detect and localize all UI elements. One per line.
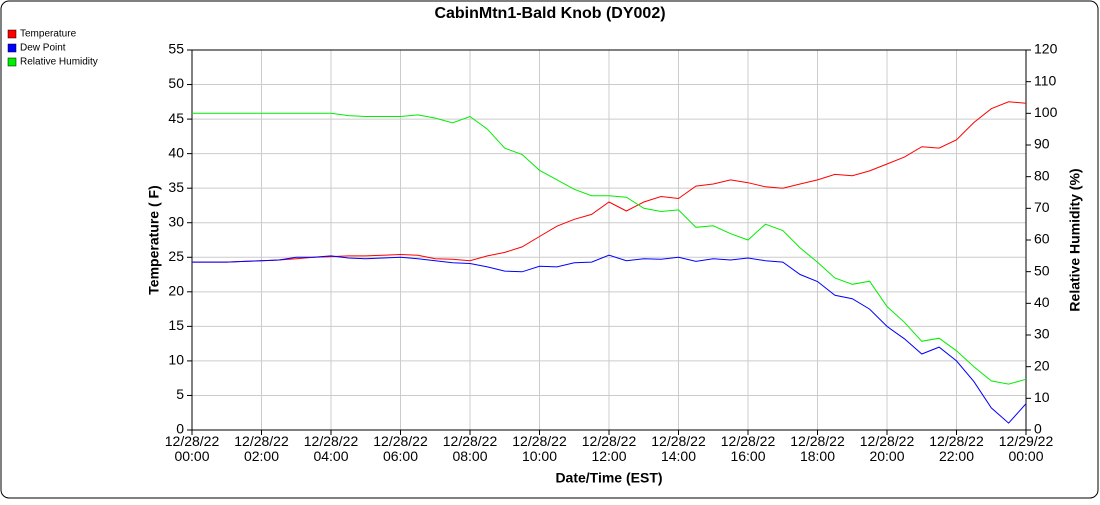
y2-tick-label: 60 — [1034, 231, 1050, 247]
y2-tick-label: 110 — [1034, 72, 1057, 88]
y-tick-label: 30 — [168, 213, 184, 229]
y-tick-label: 20 — [168, 283, 184, 299]
y2-tick-label: 40 — [1034, 294, 1050, 310]
y2-tick-label: 50 — [1034, 262, 1050, 278]
x-tick-label: 12/28/22 06:00 — [373, 433, 428, 464]
x-tick-label: 12/29/22 00:00 — [999, 433, 1054, 464]
y2-tick-label: 30 — [1034, 326, 1050, 342]
x-tick-label: 12/28/22 10:00 — [512, 433, 567, 464]
y-tick-label: 45 — [168, 110, 184, 126]
y-tick-label: 55 — [168, 41, 184, 57]
x-tick-label: 12/28/22 02:00 — [234, 433, 289, 464]
x-tick-label: 12/28/22 20:00 — [860, 433, 915, 464]
legend-swatch — [7, 43, 17, 53]
legend-swatch — [7, 57, 17, 67]
data-line — [192, 254, 1027, 424]
x-tick-label: 12/28/22 18:00 — [790, 433, 845, 464]
x-tick-label: 12/28/22 08:00 — [443, 433, 498, 464]
y-tick-label: 50 — [168, 75, 184, 91]
data-line — [192, 112, 1027, 385]
y-tick-label: 40 — [168, 144, 184, 160]
y2-tick-label: 120 — [1034, 41, 1058, 57]
y-tick-label: 10 — [168, 352, 184, 368]
x-axis-title: Date/Time (EST) — [555, 470, 662, 486]
x-tick-label: 12/28/22 12:00 — [582, 433, 637, 464]
y-tick-label: 25 — [168, 248, 184, 264]
y2-tick-label: 100 — [1034, 104, 1058, 120]
legend-swatch — [7, 29, 17, 39]
legend-label: Temperature — [20, 29, 77, 40]
data-line — [192, 101, 1027, 263]
x-tick-label: 12/28/22 00:00 — [165, 433, 220, 464]
y-tick-label: 35 — [168, 179, 184, 195]
legend-label: Dew Point — [20, 43, 66, 54]
y2-tick-label: 90 — [1034, 136, 1050, 152]
x-tick-label: 12/28/22 14:00 — [651, 433, 706, 464]
y2-tick-label: 80 — [1034, 167, 1050, 183]
y-tick-label: 5 — [176, 386, 184, 402]
x-tick-label: 12/28/22 22:00 — [929, 433, 984, 464]
y2-tick-label: 20 — [1034, 357, 1050, 373]
y-tick-label: 15 — [168, 317, 184, 333]
y2-tick-label: 70 — [1034, 199, 1050, 215]
legend-label: Relative Humidity — [20, 57, 98, 68]
x-tick-label: 12/28/22 04:00 — [304, 433, 359, 464]
plot-area — [191, 49, 1027, 431]
chart-title: CabinMtn1-Bald Knob (DY002) — [434, 5, 665, 22]
y-tick-label: 0 — [176, 421, 184, 437]
y-axis-title: Temperature ( F) — [146, 185, 162, 294]
y2-tick-label: 10 — [1034, 389, 1050, 405]
y2-axis-title: Relative Humidity (%) — [1067, 168, 1083, 311]
x-tick-label: 12/28/22 16:00 — [721, 433, 776, 464]
y2-tick-label: 0 — [1034, 421, 1042, 437]
